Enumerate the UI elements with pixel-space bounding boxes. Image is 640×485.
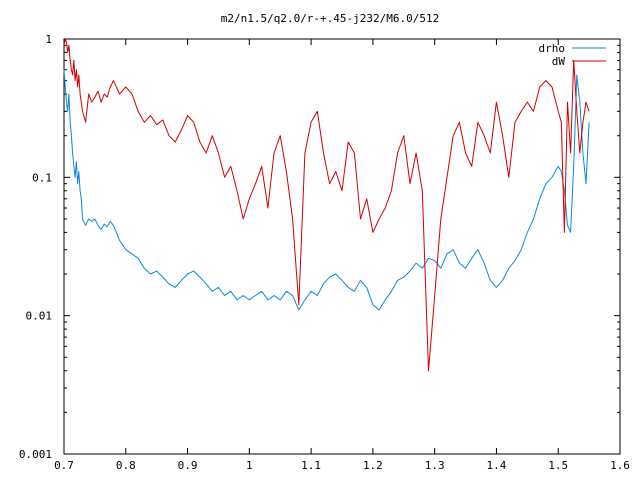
x-axis: 0.7 0.8 0.9 1 1.1 1.2 1.3 1.4 1.5 1.6 <box>54 39 630 472</box>
legend-label-drho: drho <box>539 42 566 55</box>
chart-title: m2/n1.5/q2.0/r-+.45-j232/M6.0/512 <box>221 12 440 25</box>
x-tick-label: 0.8 <box>116 459 136 472</box>
y-tick-label: 0.1 <box>32 171 52 184</box>
x-tick-label: 1.1 <box>301 459 321 472</box>
y-tick-label: 0.001 <box>19 448 52 461</box>
x-tick-label: 1.4 <box>487 459 507 472</box>
legend: drho dW <box>539 42 606 68</box>
x-tick-label: 1 <box>246 459 253 472</box>
x-tick-label: 0.7 <box>54 459 74 472</box>
x-tick-label: 0.9 <box>178 459 198 472</box>
x-tick-label: 1.3 <box>425 459 445 472</box>
y-tick-label: 0.01 <box>26 310 53 323</box>
series-group <box>63 38 590 372</box>
series-line-dw <box>63 38 590 372</box>
y-axis: 0.001 0.01 0.1 1 <box>19 33 620 461</box>
y-tick-label: 1 <box>45 33 52 46</box>
plot-frame <box>63 38 621 455</box>
x-tick-label: 1.5 <box>548 459 568 472</box>
x-tick-label: 1.6 <box>610 459 630 472</box>
series-line-drho <box>63 69 590 311</box>
x-tick-label: 1.2 <box>363 459 383 472</box>
legend-label-dw: dW <box>552 55 566 68</box>
